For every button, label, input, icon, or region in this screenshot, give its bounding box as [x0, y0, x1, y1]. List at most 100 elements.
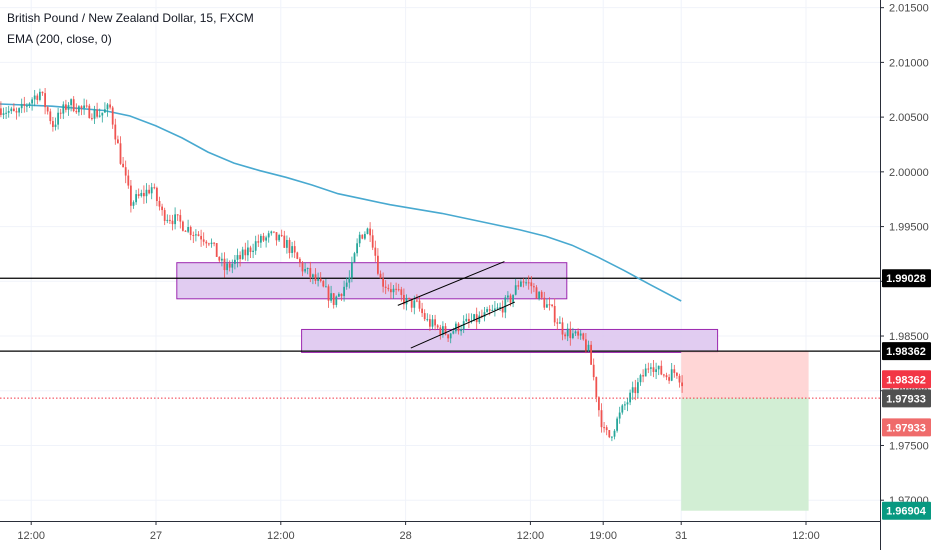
candle-body — [10, 108, 13, 112]
candle-body — [353, 253, 356, 263]
candle-body — [460, 329, 462, 332]
price-tick-label: 2.00000 — [889, 167, 929, 179]
horizontal-line-layer — [0, 277, 880, 352]
candle-body — [135, 194, 137, 203]
price-tag — [882, 370, 931, 389]
candle-body — [377, 255, 379, 274]
candle-body — [600, 410, 603, 428]
candle-body — [301, 262, 304, 272]
candle-body — [660, 365, 663, 375]
price-tick-label: 2.01000 — [889, 57, 929, 69]
candle-body — [72, 99, 75, 111]
candle-body — [413, 300, 416, 308]
candle-body — [439, 327, 442, 335]
price-tick-label: 1.97500 — [889, 440, 929, 452]
candle-body — [590, 344, 592, 365]
candle-body — [418, 300, 421, 309]
candle-body — [140, 192, 143, 196]
time-tick-label: 12:00 — [267, 530, 295, 542]
candle-body — [668, 377, 670, 381]
candle-body — [421, 308, 423, 314]
candle-body — [522, 281, 525, 283]
time-axis-background — [0, 521, 932, 550]
candle-body — [488, 309, 491, 311]
candle-body — [2, 113, 5, 115]
price-tag — [882, 389, 931, 408]
candle-body — [187, 227, 189, 232]
candle-body — [408, 297, 410, 299]
candle-body — [444, 326, 447, 335]
candle-body — [46, 107, 49, 112]
time-tick-label: 27 — [150, 530, 162, 542]
candle-body — [527, 282, 530, 284]
trend-channel-line — [397, 261, 505, 306]
candle-body — [96, 109, 98, 117]
candle-body — [257, 241, 260, 243]
candle-body — [501, 306, 504, 313]
time-tick-label: 12:00 — [792, 530, 820, 542]
candle-body — [161, 206, 163, 211]
candle-body — [561, 322, 564, 335]
candle-body — [319, 278, 322, 282]
candle-body — [392, 288, 395, 293]
candle-body — [613, 430, 616, 437]
candle-body — [174, 214, 176, 225]
candle-body — [156, 187, 158, 202]
candle-body — [618, 412, 621, 419]
candle-body — [621, 405, 624, 413]
candle-body — [202, 239, 205, 242]
candle-body — [491, 309, 494, 311]
candle-body — [624, 404, 626, 406]
candle-body — [20, 103, 23, 109]
candle-body — [494, 308, 496, 310]
candle-body — [23, 103, 26, 106]
candle-body — [163, 210, 166, 221]
candle-layer — [0, 88, 683, 442]
candle-body — [223, 258, 226, 271]
candle-body — [122, 163, 124, 168]
candle-body — [13, 108, 15, 112]
candle-body — [655, 369, 657, 372]
candle-body — [673, 369, 676, 373]
candle-body — [559, 322, 561, 324]
candle-body — [189, 227, 192, 236]
candle-body — [512, 294, 514, 303]
candle-body — [322, 281, 325, 287]
candle-body — [195, 234, 197, 236]
candle-body — [314, 274, 317, 281]
candle-body — [166, 219, 169, 221]
candle-body — [338, 293, 340, 297]
candle-body — [179, 215, 182, 222]
candle-body — [535, 287, 538, 299]
candle-body — [286, 239, 288, 248]
candle-body — [270, 231, 273, 234]
candle-body — [54, 124, 57, 127]
candle-body — [205, 241, 208, 244]
candle-body — [605, 427, 608, 431]
candle-body — [369, 228, 371, 236]
candle-body — [106, 104, 109, 110]
candle-body — [374, 247, 377, 256]
candle-body — [78, 106, 80, 113]
price-tag-label: 1.98362 — [886, 346, 926, 358]
candle-body — [244, 249, 247, 256]
candle-body — [218, 256, 221, 261]
candle-body — [260, 235, 262, 243]
time-tick-label: 12:00 — [517, 530, 545, 542]
candle-body — [538, 291, 540, 299]
chart-title: British Pound / New Zealand Dollar, 15, … — [7, 11, 254, 25]
candle-body — [280, 235, 283, 237]
candle-body — [7, 111, 10, 113]
take-profit-area — [681, 398, 809, 511]
position-layer — [0, 351, 880, 511]
candle-body — [101, 112, 104, 116]
candle-body — [158, 201, 161, 207]
ema-indicator-label[interactable]: EMA (200, close, 0) — [7, 32, 112, 46]
candle-body — [442, 326, 444, 335]
candle-body — [65, 104, 67, 110]
candle-body — [452, 331, 455, 334]
candle-body — [473, 314, 475, 321]
candle-body — [33, 95, 36, 100]
